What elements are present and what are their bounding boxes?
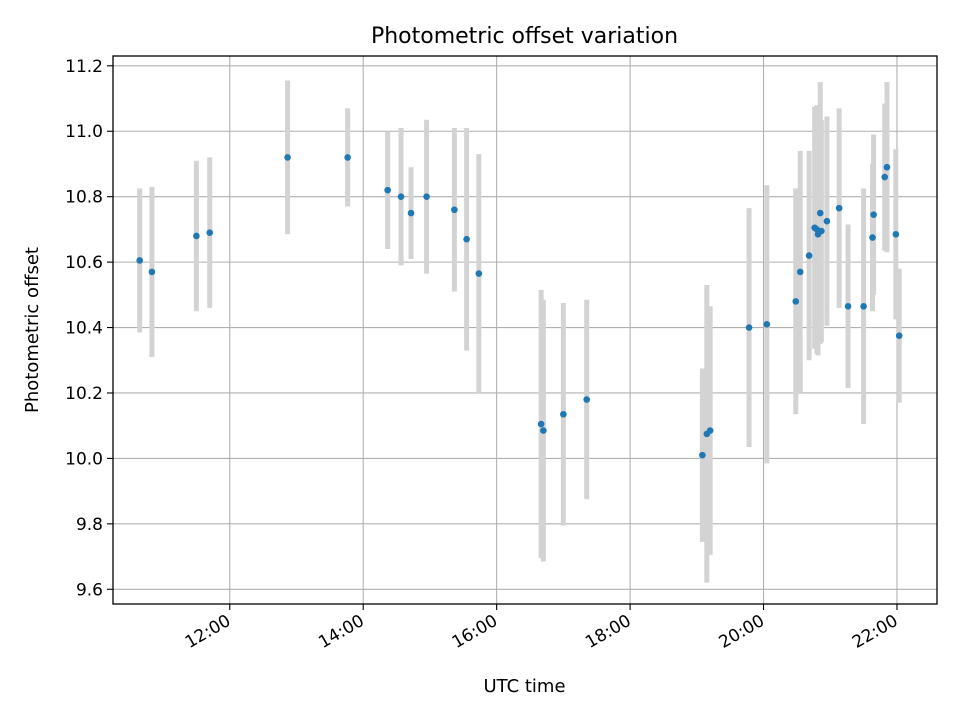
data-point [560, 410, 567, 418]
y-tick-label: 10.6 [65, 253, 103, 273]
data-point [699, 451, 706, 459]
data-point [344, 154, 351, 161]
data-points [136, 154, 903, 459]
data-point [583, 396, 591, 403]
data-point [763, 320, 771, 328]
data-point [844, 302, 852, 310]
x-tick-label: 20:00 [716, 611, 768, 653]
data-point [206, 229, 214, 236]
data-point [792, 298, 800, 305]
y-tick-label: 11.2 [65, 57, 103, 77]
y-tick-label: 10.4 [65, 319, 103, 339]
data-point [384, 186, 391, 194]
x-tick-label: 22:00 [849, 611, 901, 653]
x-tick-label: 12:00 [182, 611, 234, 653]
y-tick-label: 10.8 [65, 188, 103, 208]
y-tick-label: 11.0 [65, 122, 103, 142]
grid [113, 56, 937, 604]
data-point [823, 217, 831, 225]
data-point [870, 211, 877, 218]
data-point [284, 154, 291, 161]
data-point [540, 427, 547, 434]
y-tick-label: 9.6 [76, 580, 103, 600]
y-axis-ticks: 9.6 9.8 10.0 10.2 10.4 10.6 10.8 11.0 11.2 [65, 57, 113, 600]
data-point [883, 163, 891, 171]
x-tick-label: 14:00 [315, 611, 367, 653]
data-point [745, 324, 753, 331]
data-point [805, 252, 813, 259]
data-point [835, 204, 843, 212]
data-point [796, 268, 804, 276]
data-point [397, 193, 405, 200]
data-point [706, 427, 714, 434]
y-tick-label: 10.0 [65, 449, 103, 469]
data-point [193, 232, 200, 240]
x-tick-label: 16:00 [449, 611, 501, 653]
data-point [451, 206, 458, 214]
data-point [892, 231, 900, 238]
data-point [463, 235, 470, 243]
data-point [423, 193, 430, 200]
chart-title: Photometric offset variation [371, 24, 678, 49]
y-tick-label: 10.2 [65, 384, 103, 404]
data-point [860, 302, 867, 310]
data-point [136, 257, 143, 264]
data-point [148, 268, 156, 276]
data-point [537, 420, 545, 428]
x-axis-label: UTC time [483, 676, 565, 697]
x-tick-label: 18:00 [582, 611, 634, 653]
y-tick-label: 9.8 [76, 515, 103, 535]
data-point [475, 270, 483, 277]
y-axis-label: Photometric offset [22, 247, 43, 413]
data-point [869, 234, 876, 241]
data-point [895, 332, 903, 340]
data-point [407, 209, 415, 217]
plot-frame [112, 55, 938, 605]
data-point [818, 227, 825, 235]
error-bars [137, 80, 902, 583]
x-axis-ticks: 12:00 14:00 16:00 18:00 20:00 22:00 [182, 604, 901, 653]
data-point [816, 209, 824, 217]
data-point [881, 173, 889, 181]
